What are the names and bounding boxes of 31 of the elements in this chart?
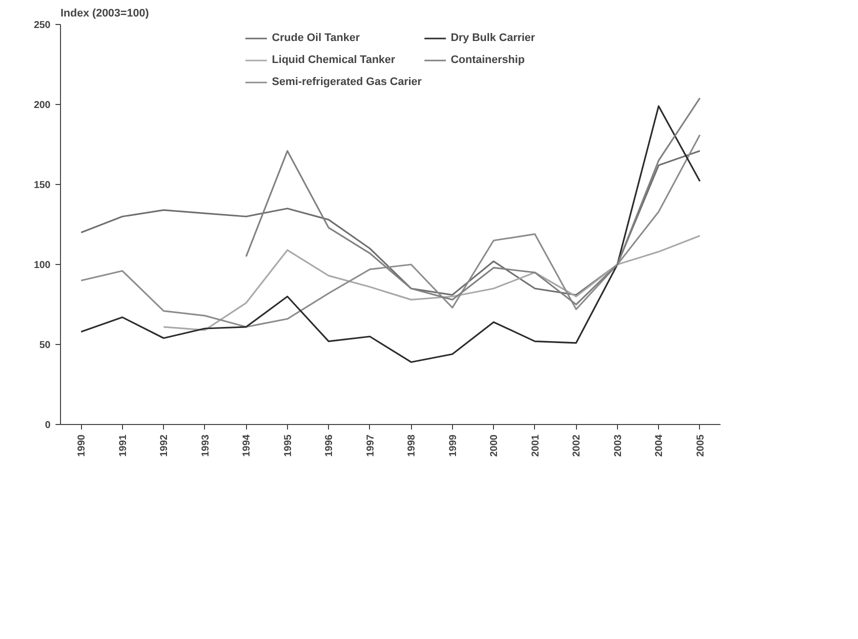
- legend-label: Containership: [450, 53, 525, 67]
- y-tick-label: 250: [34, 20, 51, 31]
- line-series: [80, 150, 701, 296]
- x-tick-label: 1994: [242, 434, 253, 457]
- y-tick-label: 100: [34, 260, 51, 271]
- x-tick-label: 2002: [572, 434, 583, 457]
- x-tick-label: 1992: [159, 434, 170, 457]
- line-series: [80, 105, 701, 363]
- x-tick-label: 1991: [118, 434, 129, 457]
- legend-label: Semi-refrigerated Gas Carier: [272, 75, 422, 89]
- x-tick-label: 1996: [324, 434, 336, 457]
- y-tick-label: 50: [39, 340, 51, 351]
- x-tick-label: 2003: [612, 434, 624, 457]
- y-tick-label: 0: [44, 420, 51, 431]
- line-series: [162, 234, 701, 331]
- y-axis-title: Index (2003=100): [60, 8, 150, 20]
- x-tick-label: 1990: [76, 434, 88, 457]
- x-tick-label: 2001: [530, 434, 542, 457]
- y-tick-label: 150: [34, 180, 51, 191]
- x-tick-label: 1999: [448, 434, 459, 457]
- x-tick-label: 2000: [489, 434, 500, 457]
- x-tick-label: 1998: [406, 434, 418, 457]
- y-tick-label: 200: [34, 100, 51, 111]
- x-tick-label: 2005: [695, 434, 706, 457]
- x-tick-label: 1997: [365, 434, 376, 457]
- legend-label: Crude Oil Tanker: [272, 31, 360, 45]
- legend-label: Dry Bulk Carrier: [450, 31, 536, 45]
- x-tick-label: 2004: [654, 434, 666, 457]
- x-tick-label: 1993: [200, 434, 212, 457]
- x-tick-label: 1995: [282, 434, 294, 457]
- legend-label: Liquid Chemical Tanker: [272, 53, 396, 67]
